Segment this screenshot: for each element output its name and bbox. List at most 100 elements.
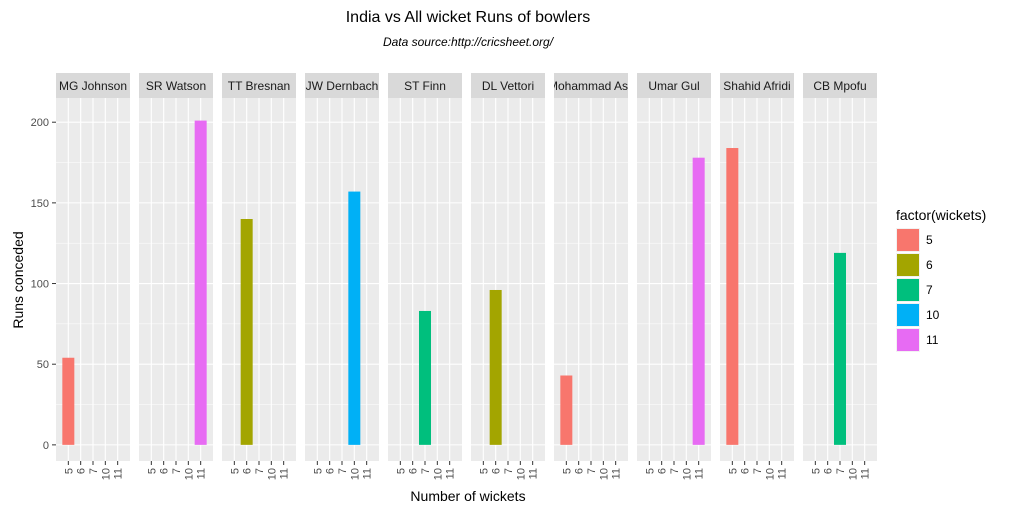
facet-strip <box>554 73 628 98</box>
facet-strip-label: CB Mpofu <box>813 79 866 93</box>
facet-strip-label: JW Dernbach <box>306 79 379 93</box>
bar <box>726 148 739 445</box>
facet-strip <box>139 73 213 98</box>
legend-swatch <box>897 304 919 326</box>
x-tick-label: 11 <box>777 468 789 479</box>
bar <box>240 219 253 445</box>
facet-panel: Shahid Afridi 5 6 7 10 11 <box>720 73 794 480</box>
bar <box>489 289 502 445</box>
facet-strip <box>637 73 711 98</box>
x-tick-label: 7 <box>337 468 349 474</box>
x-tick-label: 6 <box>159 468 171 474</box>
facet-strip-label: Shahid Afridi <box>723 79 790 93</box>
x-tick-label: 11 <box>196 468 208 479</box>
x-tick-label: 7 <box>586 468 598 474</box>
legend-label: 10 <box>926 308 940 322</box>
facet-panel: TT Bresnan 5 6 7 10 11 <box>222 73 296 480</box>
facet-strip <box>471 73 545 98</box>
x-tick-label: 7 <box>835 468 847 474</box>
x-tick-label: 10 <box>598 468 610 480</box>
facet-panel: SR Watson 5 6 7 10 11 <box>139 73 213 480</box>
y-axis-title: Runs conceded <box>10 231 26 328</box>
x-tick-label: 10 <box>847 468 859 480</box>
y-tick-label: 50 <box>37 359 49 371</box>
legend-swatch <box>897 229 919 251</box>
facet-strip-label: MG Johnson <box>59 79 127 93</box>
y-tick-label: 0 <box>43 440 49 452</box>
x-tick-label: 11 <box>694 468 706 479</box>
x-tick-label: 7 <box>503 468 515 474</box>
legend: factor(wickets) 5 6 7 10 11 <box>896 207 986 352</box>
x-tick-label: 7 <box>88 468 100 474</box>
facet-strip <box>222 73 296 98</box>
x-tick-label: 7 <box>669 468 681 474</box>
facet-strip-label: SR Watson <box>146 79 206 93</box>
x-tick-label: 7 <box>420 468 432 474</box>
facet-panel: CB Mpofu 5 6 7 10 11 <box>803 73 877 480</box>
x-tick-label: 10 <box>183 468 195 480</box>
x-tick-label: 6 <box>408 468 420 474</box>
x-tick-label: 10 <box>432 468 444 480</box>
x-tick-label: 11 <box>611 468 623 479</box>
x-tick-label: 10 <box>681 468 693 480</box>
legend-swatch <box>897 329 919 351</box>
facet-panel: MG Johnson 5 6 7 10 11 <box>56 73 130 480</box>
x-tick-label: 10 <box>349 468 361 480</box>
bar <box>62 357 75 445</box>
x-tick-label: 5 <box>727 468 739 474</box>
bar <box>560 375 573 445</box>
facet-strip <box>388 73 462 98</box>
facet-panel: Mohammad Asif 5 6 7 10 11 <box>554 73 628 480</box>
x-tick-label: 5 <box>478 468 490 474</box>
chart-title: India vs All wicket Runs of bowlers <box>346 9 591 26</box>
facet-strip-label: TT Bresnan <box>228 79 290 93</box>
legend-label: 6 <box>926 258 933 272</box>
x-tick-label: 6 <box>325 468 337 474</box>
x-tick-label: 11 <box>445 468 457 479</box>
chart-subtitle: Data source:http://cricsheet.org/ <box>383 35 555 49</box>
y-tick-label: 200 <box>31 117 49 129</box>
x-tick-label: 6 <box>740 468 752 474</box>
x-tick-label: 10 <box>764 468 776 480</box>
facet-strip-label: ST Finn <box>404 79 446 93</box>
facet-strip <box>803 73 877 98</box>
bar <box>834 252 846 445</box>
x-tick-label: 7 <box>752 468 764 474</box>
facet-panel: Umar Gul 5 6 7 10 11 <box>637 73 711 480</box>
x-tick-label: 6 <box>574 468 586 474</box>
x-tick-label: 11 <box>860 468 872 479</box>
x-tick-label: 5 <box>63 468 75 474</box>
x-tick-label: 11 <box>113 468 125 479</box>
x-tick-label: 5 <box>312 468 324 474</box>
facet-panel: JW Dernbach 5 6 7 10 11 <box>305 73 379 480</box>
bar <box>692 157 705 445</box>
facet-strip-label: DL Vettori <box>482 79 534 93</box>
facet-panel: DL Vettori 5 6 7 10 11 <box>471 73 545 480</box>
bar <box>194 120 207 445</box>
legend-label: 7 <box>926 283 933 297</box>
x-tick-label: 10 <box>100 468 112 480</box>
facet-strip <box>305 73 379 98</box>
legend-swatch <box>897 279 919 301</box>
x-tick-label: 11 <box>279 468 291 479</box>
bar <box>419 310 431 445</box>
legend-label: 11 <box>926 333 939 347</box>
x-tick-label: 5 <box>561 468 573 474</box>
x-tick-label: 5 <box>644 468 656 474</box>
x-tick-label: 5 <box>810 468 822 474</box>
facet-strip <box>720 73 794 98</box>
facet-strip-label: Umar Gul <box>648 79 699 93</box>
x-tick-label: 5 <box>395 468 407 474</box>
y-tick-label: 100 <box>31 279 49 291</box>
x-tick-label: 7 <box>254 468 266 474</box>
legend-title: factor(wickets) <box>896 207 986 223</box>
bar <box>348 191 361 445</box>
x-tick-label: 11 <box>528 468 540 479</box>
legend-label: 5 <box>926 233 933 247</box>
x-tick-label: 6 <box>491 468 503 474</box>
x-axis-title: Number of wickets <box>410 488 525 504</box>
x-tick-label: 6 <box>242 468 254 474</box>
y-axis: 0 50 100 150 200 <box>31 117 56 452</box>
